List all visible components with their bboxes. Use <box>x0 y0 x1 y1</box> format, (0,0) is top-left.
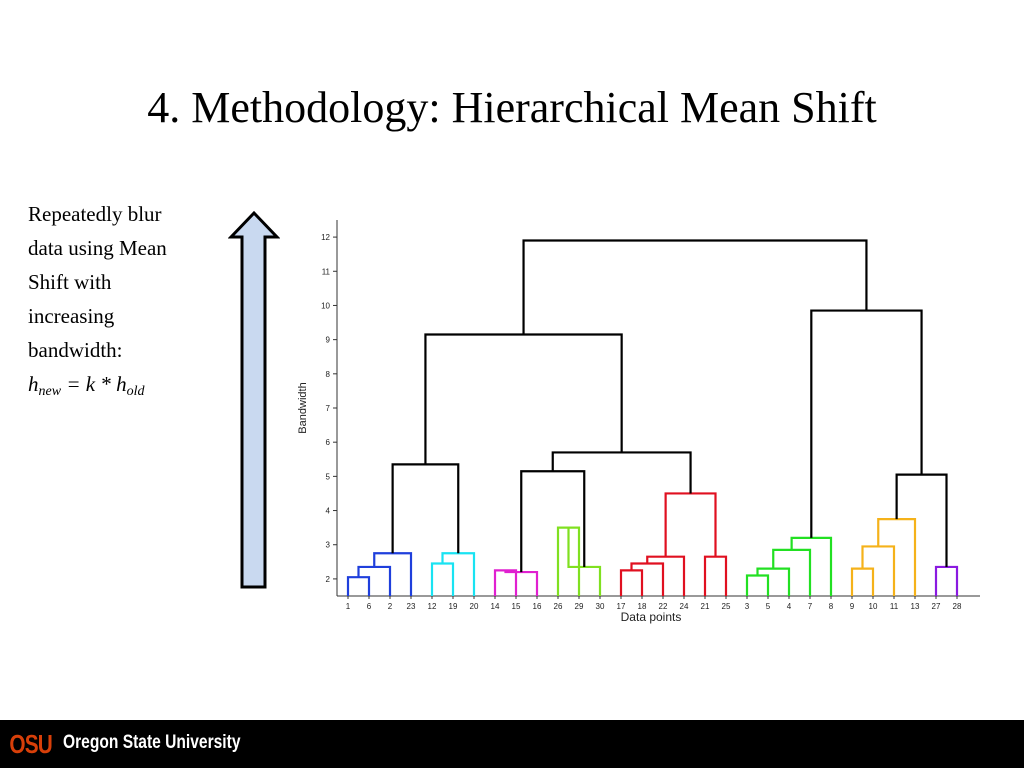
x-tick-label: 14 <box>491 602 500 611</box>
dendrogram-link <box>630 562 665 596</box>
x-tick-label: 26 <box>554 602 563 611</box>
dendrogram-link <box>556 526 581 596</box>
dendrogram-link <box>373 552 413 596</box>
formula-subscript-new: new <box>38 384 62 399</box>
dendrogram-links <box>346 239 959 596</box>
y-tick-label: 4 <box>326 507 331 516</box>
x-tick-label: 19 <box>449 602 458 611</box>
formula-h-new: h <box>28 372 39 396</box>
dendrogram-link <box>391 463 460 554</box>
slide-title: 4. Methodology: Hierarchical Mean Shift <box>147 83 877 132</box>
dendrogram-link <box>810 309 923 538</box>
osu-logo: OSU <box>8 726 54 762</box>
x-tick-label: 22 <box>659 602 668 611</box>
dendrogram-link <box>703 555 728 596</box>
y-axis-label: Bandwidth <box>297 382 309 433</box>
x-tick-label: 8 <box>829 602 834 611</box>
y-tick-label: 10 <box>321 301 330 310</box>
x-tick-label: 24 <box>680 602 689 611</box>
y-tick-label: 9 <box>326 336 331 345</box>
y-tick-label: 5 <box>326 472 331 481</box>
dendrogram-link <box>504 570 539 596</box>
x-tick-label: 10 <box>869 602 878 611</box>
x-tick-label: 30 <box>596 602 605 611</box>
x-tick-label: 23 <box>407 602 416 611</box>
x-tick-label: 5 <box>766 602 771 611</box>
x-tick-label: 2 <box>388 602 393 611</box>
dendrogram-link <box>646 555 686 596</box>
dendrogram-link <box>877 517 917 596</box>
x-tick-label: 12 <box>428 602 437 611</box>
dendrogram-link <box>357 565 392 596</box>
university-name: Oregon State University <box>63 732 241 753</box>
dendrogram-link <box>850 567 875 596</box>
dendrogram-link <box>934 565 959 596</box>
dendrogram-link <box>424 333 623 465</box>
x-tick-label: 1 <box>346 602 351 611</box>
y-tick-label: 12 <box>321 233 330 242</box>
description-line: Repeatedly blur <box>28 202 162 226</box>
dendrogram-link <box>664 492 717 557</box>
x-tick-label: 28 <box>953 602 962 611</box>
x-tick-label: 4 <box>787 602 792 611</box>
formula-subscript-old: old <box>126 384 145 399</box>
chart-axes <box>336 220 980 597</box>
x-tick-label: 27 <box>932 602 941 611</box>
osu-logo-text: OSU <box>9 728 53 759</box>
y-tick-label: 11 <box>322 267 331 276</box>
x-tick-label: 6 <box>367 602 372 611</box>
x-tick-label: 16 <box>533 602 542 611</box>
bandwidth-formula: hnew = k * hold <box>28 367 228 409</box>
y-tick-label: 7 <box>326 404 331 413</box>
description-line: Shift with <box>28 270 112 294</box>
dendrogram-link <box>441 552 476 596</box>
x-tick-label: 3 <box>745 602 750 611</box>
x-axis-label: Data points <box>621 610 682 624</box>
x-tick-label: 18 <box>638 602 647 611</box>
formula-equals: = k * <box>61 372 117 396</box>
dendrogram-link <box>493 569 518 596</box>
description-line: data using Mean <box>28 236 167 260</box>
dendrogram-link <box>772 548 812 596</box>
dendrogram-chart: 1 6 2 23 12 19 20 14 15 16 26 29 30 17 18 22 24 21 25 3 5 4 7 8… <box>297 220 980 624</box>
description-text: Repeatedly blur data using Mean Shift wi… <box>28 197 228 409</box>
dendrogram-link <box>346 576 371 596</box>
dendrogram-link <box>430 562 455 596</box>
x-tick-label: 7 <box>808 602 813 611</box>
up-arrow-icon <box>228 210 280 589</box>
y-tick-label: 8 <box>326 370 331 379</box>
y-tick-label: 6 <box>326 438 331 447</box>
dendrogram-link <box>619 569 644 596</box>
x-tick-label: 17 <box>617 602 626 611</box>
dendrogram-link <box>745 574 770 596</box>
description-line: increasing <box>28 304 115 328</box>
y-tick-label: 2 <box>326 575 331 584</box>
x-tick-labels: 1 6 2 23 12 19 20 14 15 16 26 29 30 17 18 22 24 21 25 3 5 4 7 8… <box>346 596 962 611</box>
x-tick-label: 15 <box>512 602 521 611</box>
description-line: bandwidth: <box>28 338 123 362</box>
dendrogram-link <box>522 239 868 335</box>
x-tick-label: 20 <box>470 602 479 611</box>
x-tick-label: 29 <box>575 602 584 611</box>
dendrogram-link <box>520 470 586 573</box>
dendrogram-link <box>756 567 791 596</box>
footer-bar: OSU Oregon State University <box>0 720 1024 768</box>
dendrogram-link <box>790 536 833 596</box>
x-tick-label: 13 <box>911 602 920 611</box>
formula-h-old: h <box>116 372 127 396</box>
x-tick-label: 9 <box>850 602 855 611</box>
x-tick-label: 21 <box>701 602 710 611</box>
y-tick-label: 3 <box>326 541 331 550</box>
x-tick-label: 25 <box>722 602 731 611</box>
dendrogram-link <box>551 451 692 494</box>
dendrogram-link <box>861 545 896 596</box>
dendrogram-link <box>895 473 948 567</box>
x-tick-label: 11 <box>890 602 899 611</box>
y-tick-labels: 2 3 4 5 6 7 8 9 10 11 12 <box>321 233 337 584</box>
